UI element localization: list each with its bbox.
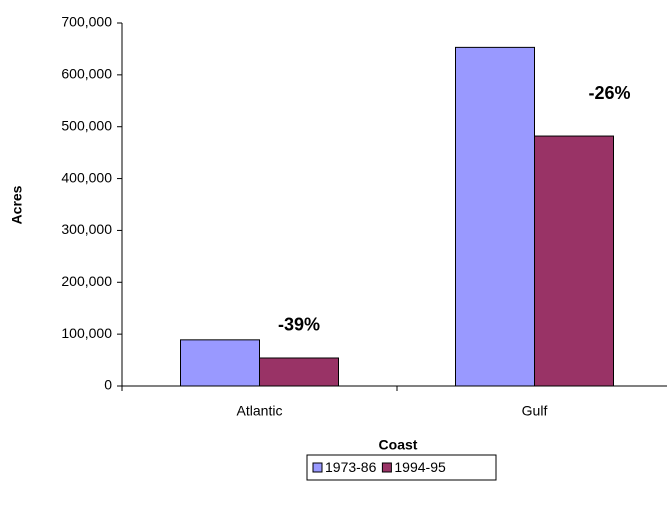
bar: [455, 46, 535, 387]
y-tick-label: 300,000: [61, 221, 112, 237]
y-tick-label: 400,000: [61, 169, 112, 185]
x-axis-label: Coast: [379, 437, 418, 453]
bar: [534, 135, 614, 387]
y-tick-label: 0: [104, 377, 112, 393]
bar: [180, 339, 260, 387]
annotation: -26%: [589, 83, 631, 103]
legend-label: 1973-86: [325, 459, 377, 475]
x-tick-label: Gulf: [522, 403, 548, 419]
legend-swatch: [312, 462, 323, 473]
y-tick-label: 500,000: [61, 117, 112, 133]
legend-box: [306, 454, 497, 481]
x-tick-label: Atlantic: [237, 403, 283, 419]
y-tick-label: 200,000: [61, 273, 112, 289]
legend-swatch: [381, 462, 392, 473]
annotation: -39%: [278, 315, 320, 335]
y-tick-label: 600,000: [61, 66, 112, 82]
legend-label: 1994-95: [394, 459, 446, 475]
y-axis-label: Acres: [9, 185, 25, 224]
y-tick-label: 100,000: [61, 325, 112, 341]
bar: [259, 357, 339, 387]
y-tick-label: 700,000: [61, 14, 112, 30]
